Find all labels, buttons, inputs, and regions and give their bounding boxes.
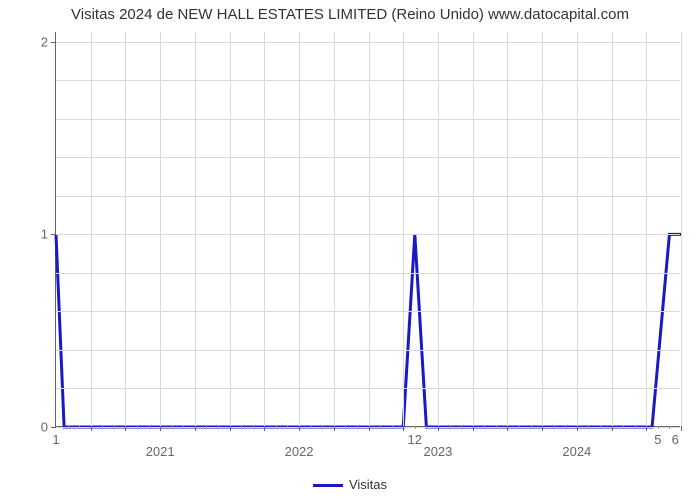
x-tick-mark bbox=[542, 426, 543, 431]
x-tick-mark bbox=[264, 426, 265, 431]
x-num-label: 6 bbox=[672, 426, 679, 447]
x-minor-tick bbox=[322, 426, 323, 429]
x-minor-tick bbox=[345, 426, 346, 429]
grid-line-v bbox=[299, 32, 300, 426]
grid-line-v bbox=[577, 32, 578, 426]
grid-line-v bbox=[195, 32, 196, 426]
y-tick-mark bbox=[51, 234, 56, 235]
grid-line-v bbox=[91, 32, 92, 426]
legend-label: Visitas bbox=[349, 477, 387, 492]
plot-area: 012202120222023202411256 bbox=[55, 32, 680, 427]
x-tick-mark bbox=[369, 426, 370, 431]
x-minor-tick bbox=[531, 426, 532, 429]
legend: Visitas bbox=[0, 477, 700, 492]
x-tick-mark bbox=[230, 426, 231, 431]
grid-line-v bbox=[160, 32, 161, 426]
x-tick-mark bbox=[507, 426, 508, 431]
grid-line-v bbox=[542, 32, 543, 426]
x-num-label: 1 bbox=[52, 426, 59, 447]
x-minor-tick bbox=[554, 426, 555, 429]
x-minor-tick bbox=[253, 426, 254, 429]
x-minor-tick bbox=[68, 426, 69, 429]
grid-line-v bbox=[230, 32, 231, 426]
grid-line-v bbox=[403, 32, 404, 426]
x-minor-tick bbox=[623, 426, 624, 429]
x-tick-mark bbox=[473, 426, 474, 431]
x-minor-tick bbox=[114, 426, 115, 429]
x-minor-tick bbox=[484, 426, 485, 429]
x-minor-tick bbox=[496, 426, 497, 429]
chart-title: Visitas 2024 de NEW HALL ESTATES LIMITED… bbox=[0, 6, 700, 23]
grid-line-v bbox=[334, 32, 335, 426]
grid-line-v bbox=[264, 32, 265, 426]
x-year-label: 2021 bbox=[146, 426, 175, 459]
x-minor-tick bbox=[357, 426, 358, 429]
x-tick-mark bbox=[195, 426, 196, 431]
legend-swatch bbox=[313, 484, 343, 487]
x-minor-tick bbox=[600, 426, 601, 429]
x-minor-tick bbox=[137, 426, 138, 429]
x-tick-mark bbox=[612, 426, 613, 431]
x-num-label: 12 bbox=[408, 426, 422, 447]
x-tick-mark bbox=[125, 426, 126, 431]
x-year-label: 2023 bbox=[423, 426, 452, 459]
y-tick-mark bbox=[51, 42, 56, 43]
grid-line-v bbox=[438, 32, 439, 426]
x-year-label: 2024 bbox=[562, 426, 591, 459]
grid-line-v bbox=[473, 32, 474, 426]
x-minor-tick bbox=[102, 426, 103, 429]
grid-line-v bbox=[646, 32, 647, 426]
x-minor-tick bbox=[392, 426, 393, 429]
chart-container: Visitas 2024 de NEW HALL ESTATES LIMITED… bbox=[0, 0, 700, 500]
x-num-label: 5 bbox=[654, 426, 661, 447]
x-tick-mark bbox=[646, 426, 647, 431]
grid-line-v bbox=[612, 32, 613, 426]
x-year-label: 2022 bbox=[285, 426, 314, 459]
x-minor-tick bbox=[79, 426, 80, 429]
x-tick-mark bbox=[334, 426, 335, 431]
x-tick-mark bbox=[403, 426, 404, 431]
x-minor-tick bbox=[635, 426, 636, 429]
x-minor-tick bbox=[669, 426, 670, 429]
grid-line-v bbox=[681, 32, 682, 426]
x-minor-tick bbox=[276, 426, 277, 429]
grid-line-v bbox=[507, 32, 508, 426]
grid-line-v bbox=[369, 32, 370, 426]
x-minor-tick bbox=[461, 426, 462, 429]
x-minor-tick bbox=[206, 426, 207, 429]
x-minor-tick bbox=[519, 426, 520, 429]
x-tick-mark bbox=[681, 426, 682, 431]
grid-line-v bbox=[125, 32, 126, 426]
x-tick-mark bbox=[91, 426, 92, 431]
x-minor-tick bbox=[218, 426, 219, 429]
x-minor-tick bbox=[183, 426, 184, 429]
x-minor-tick bbox=[380, 426, 381, 429]
x-minor-tick bbox=[241, 426, 242, 429]
